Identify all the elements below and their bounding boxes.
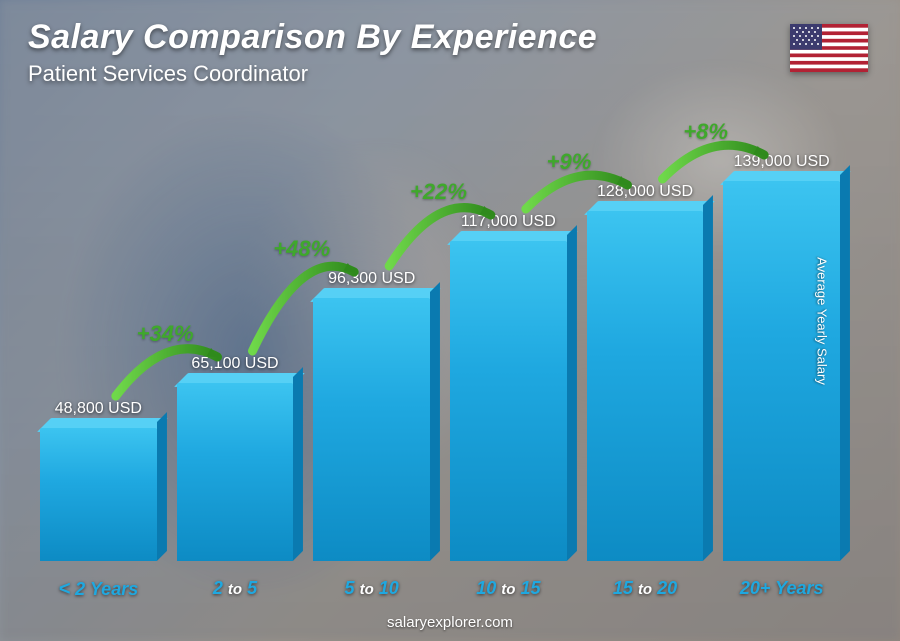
- x-axis-label: 15 to 20: [587, 578, 704, 601]
- bar: [40, 428, 157, 561]
- x-axis-label: 5 to 10: [313, 578, 430, 601]
- bar-value-label: 96,300 USD: [328, 270, 415, 288]
- bar: [450, 241, 567, 561]
- chart-title: Salary Comparison By Experience: [28, 18, 872, 57]
- bar: [313, 298, 430, 561]
- pct-change-label: +22%: [410, 179, 467, 205]
- bar: [177, 383, 294, 561]
- footer-attribution: salaryexplorer.com: [0, 614, 900, 631]
- bar-value-label: 65,100 USD: [191, 355, 278, 373]
- pct-change-label: +48%: [273, 236, 330, 262]
- bar-group: 48,800 USD: [40, 400, 157, 561]
- pct-change-label: +9%: [547, 149, 592, 175]
- bar-group: 96,300 USD: [313, 270, 430, 561]
- x-axis-label: 10 to 15: [450, 578, 567, 601]
- x-axis-label: < 2 Years: [40, 578, 157, 601]
- bar-group: 128,000 USD: [587, 183, 704, 561]
- x-axis-label: 20+ Years: [723, 578, 840, 601]
- bar-group: 65,100 USD: [177, 355, 294, 561]
- bar: [587, 211, 704, 561]
- bar-value-label: 48,800 USD: [55, 400, 142, 418]
- chart-subtitle: Patient Services Coordinator: [28, 61, 872, 87]
- header: Salary Comparison By Experience Patient …: [28, 18, 872, 87]
- pct-change-label: +8%: [683, 119, 728, 145]
- flag-icon: [790, 24, 868, 72]
- bar-value-label: 128,000 USD: [597, 183, 693, 201]
- bar-value-label: 139,000 USD: [734, 153, 830, 171]
- bar-value-label: 117,000 USD: [461, 213, 556, 231]
- y-axis-label: Average Yearly Salary: [815, 257, 830, 385]
- x-axis-label: 2 to 5: [177, 578, 294, 601]
- pct-change-label: +34%: [137, 321, 194, 347]
- bar-group: 117,000 USD: [450, 213, 567, 561]
- x-axis-labels: < 2 Years 2 to 5 5 to 10 10 to 15 15 to 20 20…: [40, 578, 840, 601]
